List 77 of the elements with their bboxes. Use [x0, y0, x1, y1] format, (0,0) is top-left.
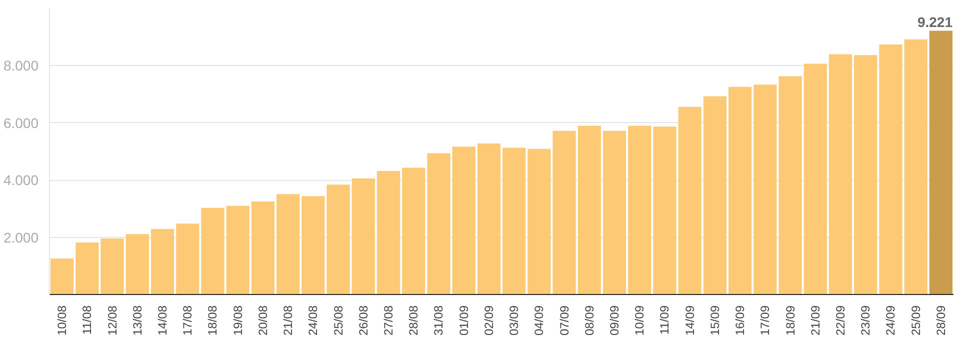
- y-tick-label: 8.000: [3, 58, 39, 74]
- x-tick-label: 28/09: [934, 305, 948, 336]
- x-tick-label: 12/08: [105, 305, 120, 336]
- bar: [828, 54, 852, 294]
- bar: [854, 55, 878, 294]
- y-tick-label: 6.000: [3, 114, 39, 131]
- bar: [728, 86, 752, 294]
- x-tick-label: 01/09: [456, 305, 471, 336]
- x-tick-label: 17/09: [758, 305, 772, 336]
- bar: [150, 229, 174, 294]
- x-tick-label: 27/08: [382, 305, 396, 336]
- x-tick-label: 21/08: [281, 305, 296, 336]
- bar: [76, 242, 99, 294]
- bar: [100, 238, 124, 294]
- y-tick-label: 4.000: [3, 172, 39, 188]
- bar: [578, 126, 601, 294]
- x-tick-label: 24/08: [306, 305, 320, 336]
- x-tick-label: 09/09: [608, 305, 622, 336]
- x-tick-label: 14/09: [682, 305, 697, 336]
- x-tick-label: 04/09: [532, 305, 546, 336]
- bar: [226, 206, 250, 294]
- bar: [427, 153, 450, 294]
- x-tick-label: 08/09: [582, 305, 596, 336]
- bar: [201, 208, 224, 294]
- bar: [176, 224, 200, 294]
- bar: [778, 76, 802, 294]
- bar: [653, 126, 676, 294]
- x-tick-label: 25/08: [331, 305, 346, 336]
- bar: [703, 96, 726, 294]
- bar: [477, 143, 500, 294]
- x-tick-label: 26/08: [356, 305, 370, 336]
- x-tick-label: 19/08: [230, 305, 245, 336]
- bar: [251, 202, 274, 294]
- bar: [929, 30, 952, 294]
- x-tick-label: 11/09: [658, 305, 672, 335]
- bar: [402, 168, 426, 294]
- x-tick-label: 03/09: [507, 305, 522, 336]
- x-tick-label: 31/08: [432, 305, 446, 336]
- x-tick-label: 17/08: [180, 305, 195, 336]
- x-tick-label: 15/09: [708, 305, 722, 336]
- x-tick-label: 21/09: [808, 305, 822, 336]
- x-tick-label: 20/08: [256, 305, 270, 336]
- x-tick-label: 10/09: [632, 305, 647, 336]
- x-tick-label: 25/09: [908, 305, 923, 336]
- x-tick-label: 07/09: [557, 305, 572, 336]
- x-tick-label: 02/09: [482, 305, 496, 336]
- bar: [628, 126, 652, 294]
- x-tick-label: 13/08: [130, 305, 144, 336]
- x-tick-label: 11/08: [80, 305, 94, 335]
- bar: [678, 106, 702, 294]
- bar: [302, 196, 325, 294]
- x-tick-label: 14/08: [156, 305, 170, 336]
- bar: [50, 258, 74, 294]
- y-tick-label: 2.000: [3, 229, 39, 246]
- bar: [276, 194, 300, 294]
- x-tick-label: 10/08: [55, 305, 70, 336]
- x-tick-label: 24/09: [884, 305, 898, 336]
- x-tick-label: 28/08: [406, 305, 421, 336]
- bar: [804, 64, 827, 294]
- bar: [528, 148, 551, 294]
- bar: [326, 184, 350, 294]
- bar: [452, 146, 476, 294]
- bar: [352, 178, 375, 294]
- bar: [552, 130, 576, 294]
- bar: [376, 170, 400, 294]
- x-tick-label: 22/09: [834, 305, 848, 336]
- x-tick-label: 23/09: [858, 305, 873, 336]
- bar: [754, 84, 777, 294]
- bar: [879, 44, 902, 294]
- bar: [502, 148, 526, 294]
- x-tick-label: 16/09: [733, 305, 748, 336]
- bar: [904, 39, 928, 294]
- x-tick-label: 18/09: [783, 305, 798, 336]
- bar: [602, 130, 626, 294]
- x-tick-label: 18/08: [206, 305, 220, 336]
- data-label: 9.221: [917, 14, 953, 30]
- bar: [126, 234, 149, 294]
